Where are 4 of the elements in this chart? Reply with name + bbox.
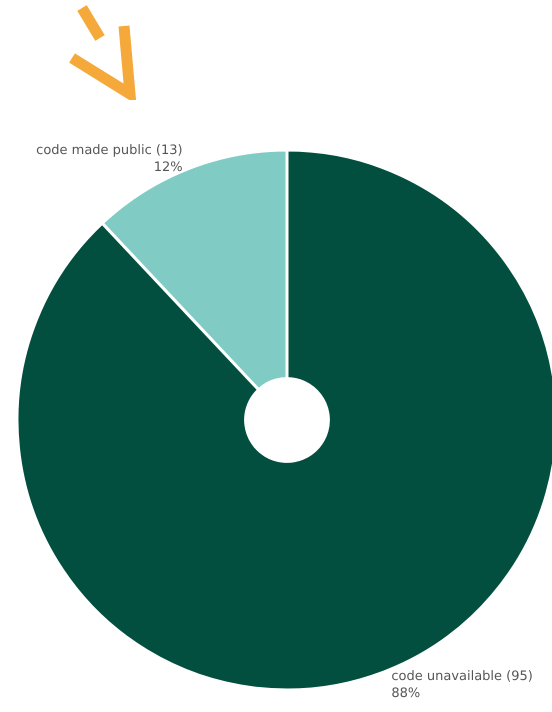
slice-label: code made public (13) [36, 142, 183, 158]
data-label: 88% [391, 686, 420, 702]
slice-label: code unavailable (95) [391, 669, 533, 684]
data-label: 12% [154, 160, 183, 175]
